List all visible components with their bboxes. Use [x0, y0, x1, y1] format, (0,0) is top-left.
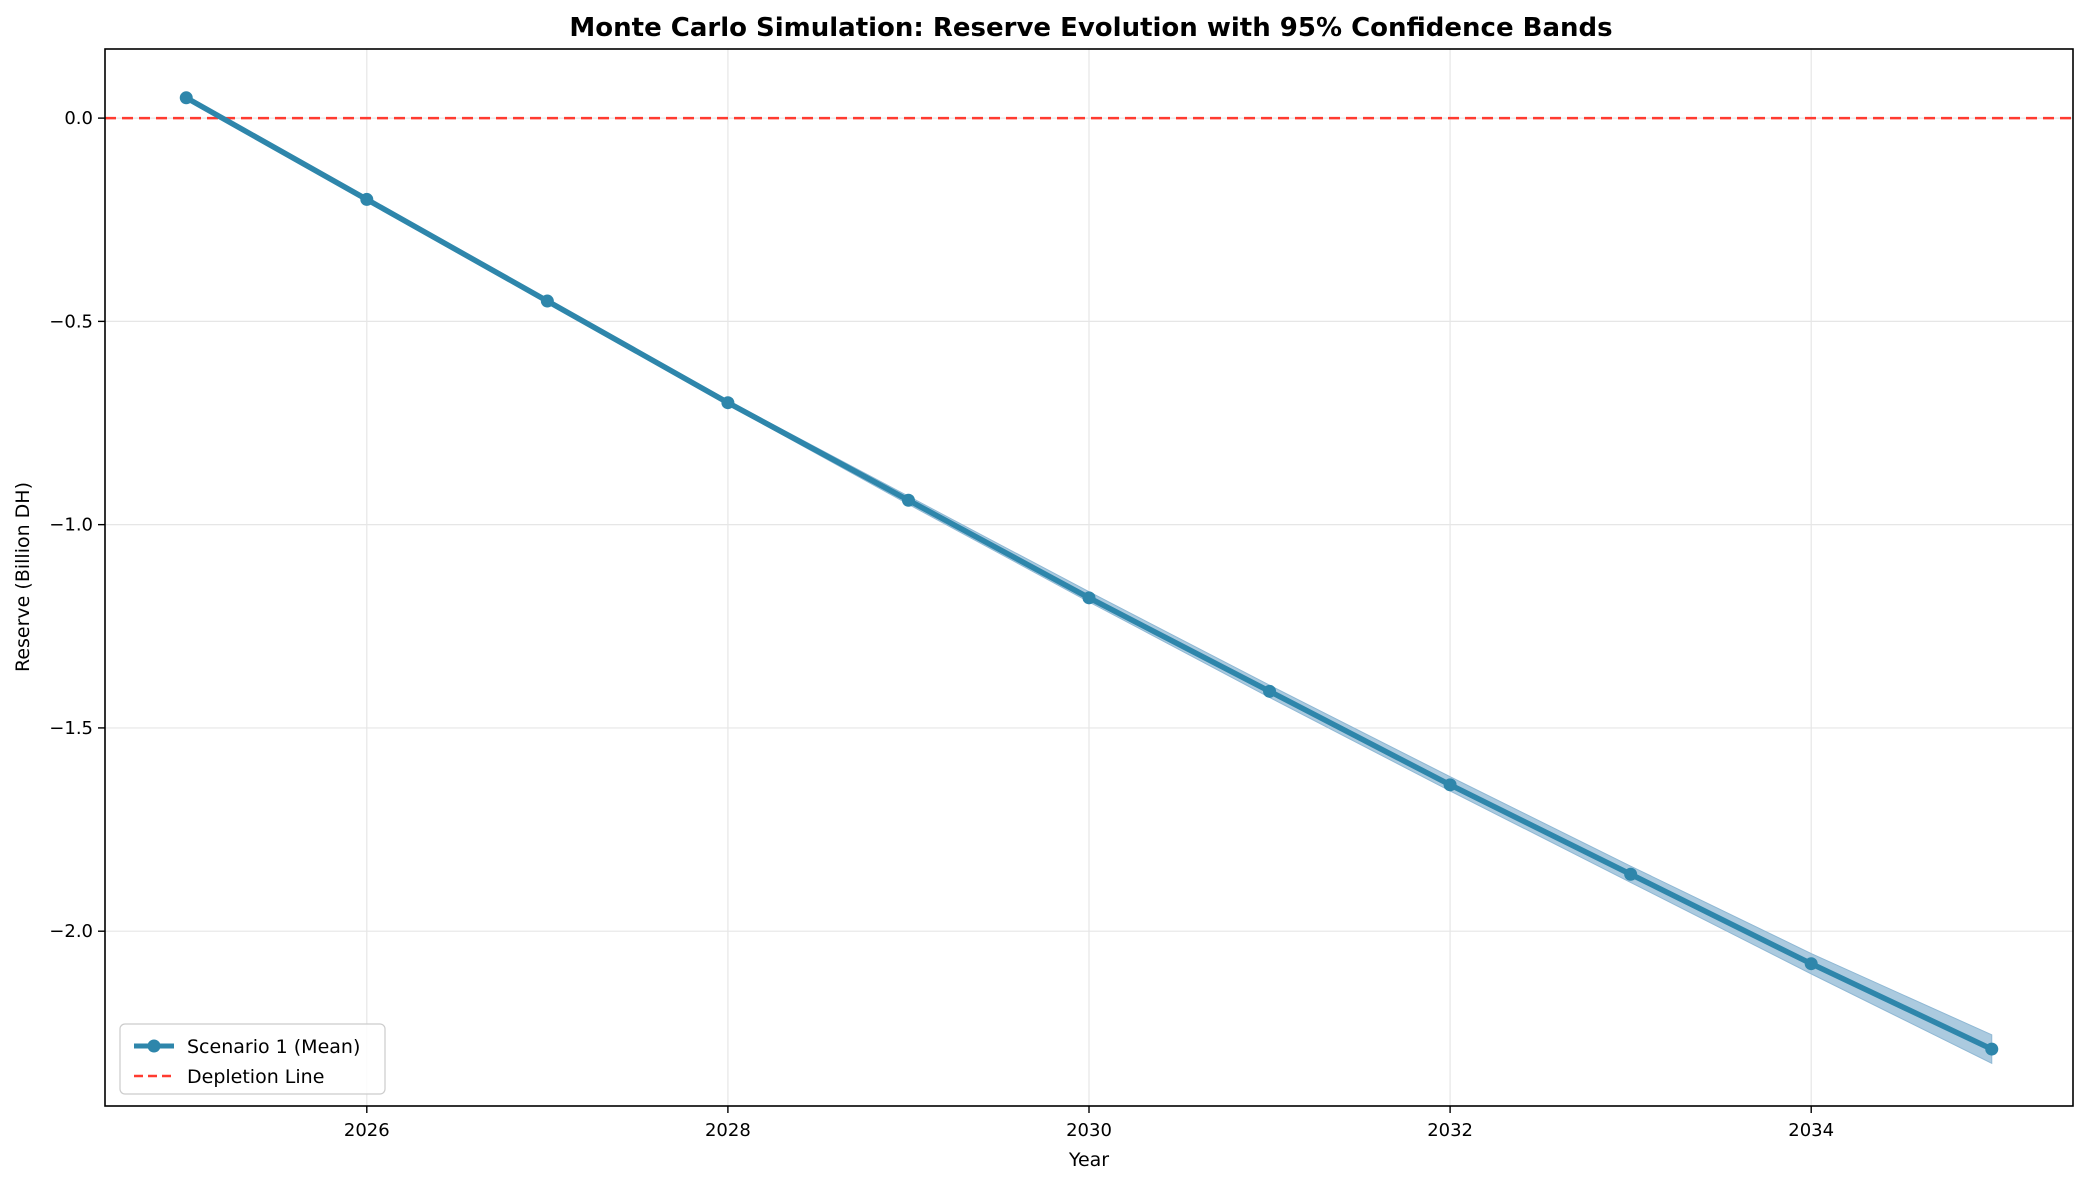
series-layer: [179, 91, 1999, 1056]
mean-data-point: [1443, 778, 1457, 792]
x-axis-ticks: 2026 2028 2030 2032 2034: [344, 1106, 1834, 1141]
mean-data-point: [901, 493, 915, 507]
mean-data-point: [179, 91, 193, 105]
chart-title: Monte Carlo Simulation: Reserve Evolutio…: [569, 13, 1612, 43]
x-tick-label: 2032: [1427, 1120, 1473, 1141]
y-tick-label: −1.0: [49, 515, 93, 536]
legend-swatch-marker: [147, 1039, 161, 1053]
legend-entry-mean: Scenario 1 (Mean): [187, 1036, 360, 1058]
y-tick-label: −2.0: [49, 921, 93, 942]
mean-data-point: [721, 396, 735, 410]
y-axis-ticks: 0.0 −0.5 −1.0 −1.5 −2.0: [49, 108, 105, 942]
legend-box: [119, 1023, 386, 1095]
x-tick-label: 2030: [1066, 1120, 1112, 1141]
x-axis-label: Year: [1068, 1149, 1109, 1171]
mean-data-point: [540, 294, 554, 308]
y-axis-label: Reserve (Billion DH): [12, 482, 34, 672]
mean-data-point: [1985, 1042, 1999, 1056]
y-tick-label: −0.5: [49, 311, 93, 332]
y-tick-label: 0.0: [64, 108, 93, 129]
legend: Scenario 1 (Mean) Depletion Line: [119, 1023, 386, 1095]
mean-data-point: [360, 192, 374, 206]
x-tick-label: 2026: [344, 1120, 390, 1141]
mean-data-point: [1263, 684, 1277, 698]
mean-data-point: [1624, 867, 1638, 881]
legend-entry-depletion: Depletion Line: [187, 1066, 324, 1088]
x-tick-label: 2028: [705, 1120, 751, 1141]
mean-data-point: [1082, 591, 1096, 605]
y-tick-label: −1.5: [49, 718, 93, 739]
mean-data-point: [1804, 957, 1818, 971]
x-tick-label: 2034: [1788, 1120, 1834, 1141]
